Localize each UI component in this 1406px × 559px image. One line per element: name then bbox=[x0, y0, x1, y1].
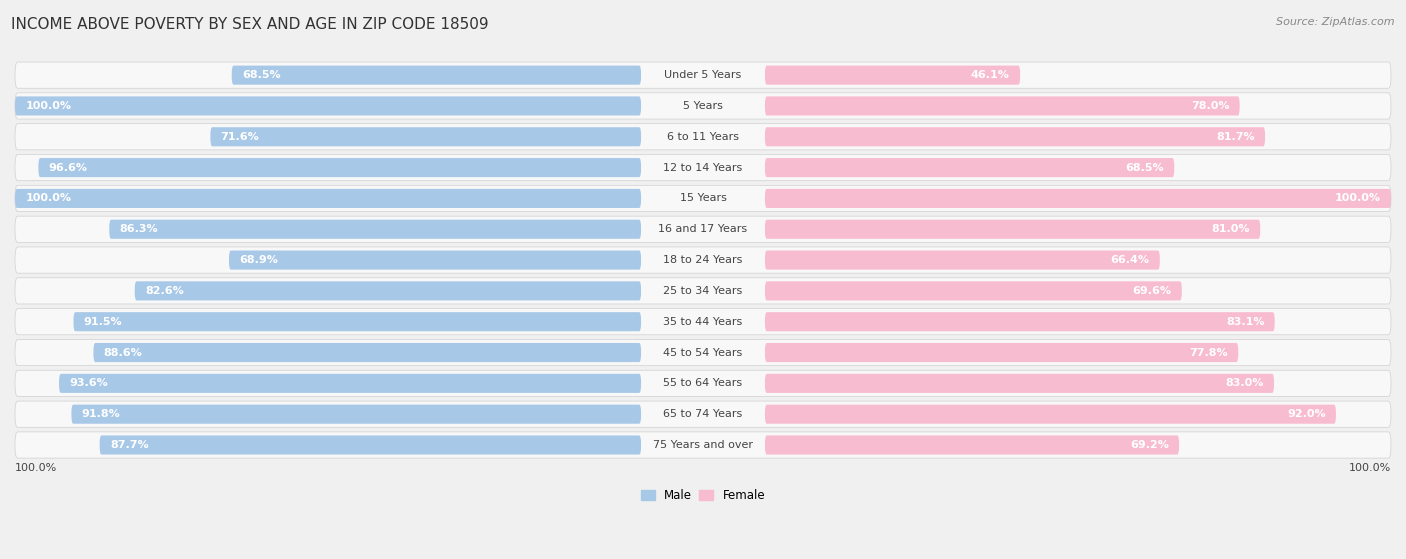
FancyBboxPatch shape bbox=[110, 220, 641, 239]
Text: 45 to 54 Years: 45 to 54 Years bbox=[664, 348, 742, 358]
Text: 100.0%: 100.0% bbox=[15, 463, 58, 473]
Text: 68.5%: 68.5% bbox=[1125, 163, 1164, 173]
Text: 77.8%: 77.8% bbox=[1189, 348, 1227, 358]
FancyBboxPatch shape bbox=[15, 432, 1391, 458]
Text: 93.6%: 93.6% bbox=[69, 378, 108, 389]
Text: 82.6%: 82.6% bbox=[145, 286, 184, 296]
Text: 65 to 74 Years: 65 to 74 Years bbox=[664, 409, 742, 419]
FancyBboxPatch shape bbox=[15, 96, 641, 116]
Text: 35 to 44 Years: 35 to 44 Years bbox=[664, 317, 742, 326]
FancyBboxPatch shape bbox=[15, 186, 1391, 211]
FancyBboxPatch shape bbox=[15, 154, 1391, 181]
FancyBboxPatch shape bbox=[765, 405, 1336, 424]
Text: 91.5%: 91.5% bbox=[84, 317, 122, 326]
FancyBboxPatch shape bbox=[93, 343, 641, 362]
Text: 16 and 17 Years: 16 and 17 Years bbox=[658, 224, 748, 234]
Text: 55 to 64 Years: 55 to 64 Years bbox=[664, 378, 742, 389]
FancyBboxPatch shape bbox=[15, 339, 1391, 366]
Text: 100.0%: 100.0% bbox=[1348, 463, 1391, 473]
Text: 92.0%: 92.0% bbox=[1286, 409, 1326, 419]
Text: 83.1%: 83.1% bbox=[1226, 317, 1264, 326]
FancyBboxPatch shape bbox=[765, 281, 1182, 300]
Text: 6 to 11 Years: 6 to 11 Years bbox=[666, 132, 740, 142]
FancyBboxPatch shape bbox=[100, 435, 641, 454]
FancyBboxPatch shape bbox=[15, 189, 641, 208]
Text: 66.4%: 66.4% bbox=[1111, 255, 1150, 265]
Text: 69.6%: 69.6% bbox=[1132, 286, 1171, 296]
FancyBboxPatch shape bbox=[765, 220, 1260, 239]
FancyBboxPatch shape bbox=[211, 127, 641, 146]
FancyBboxPatch shape bbox=[765, 189, 1391, 208]
Text: 68.5%: 68.5% bbox=[242, 70, 281, 80]
FancyBboxPatch shape bbox=[765, 65, 1021, 84]
Text: 100.0%: 100.0% bbox=[1334, 193, 1381, 203]
FancyBboxPatch shape bbox=[72, 405, 641, 424]
Text: INCOME ABOVE POVERTY BY SEX AND AGE IN ZIP CODE 18509: INCOME ABOVE POVERTY BY SEX AND AGE IN Z… bbox=[11, 17, 489, 32]
FancyBboxPatch shape bbox=[765, 96, 1240, 116]
Text: 15 Years: 15 Years bbox=[679, 193, 727, 203]
FancyBboxPatch shape bbox=[15, 370, 1391, 396]
FancyBboxPatch shape bbox=[15, 309, 1391, 335]
FancyBboxPatch shape bbox=[15, 62, 1391, 88]
Text: 88.6%: 88.6% bbox=[104, 348, 142, 358]
Legend: Male, Female: Male, Female bbox=[636, 484, 770, 506]
Text: 96.6%: 96.6% bbox=[49, 163, 87, 173]
FancyBboxPatch shape bbox=[15, 93, 1391, 119]
FancyBboxPatch shape bbox=[15, 401, 1391, 427]
Text: 81.0%: 81.0% bbox=[1212, 224, 1250, 234]
Text: Under 5 Years: Under 5 Years bbox=[665, 70, 741, 80]
Text: 18 to 24 Years: 18 to 24 Years bbox=[664, 255, 742, 265]
FancyBboxPatch shape bbox=[15, 216, 1391, 243]
Text: 86.3%: 86.3% bbox=[120, 224, 159, 234]
Text: 71.6%: 71.6% bbox=[221, 132, 260, 142]
FancyBboxPatch shape bbox=[765, 312, 1275, 331]
Text: 25 to 34 Years: 25 to 34 Years bbox=[664, 286, 742, 296]
Text: 83.0%: 83.0% bbox=[1226, 378, 1264, 389]
FancyBboxPatch shape bbox=[15, 247, 1391, 273]
FancyBboxPatch shape bbox=[765, 343, 1239, 362]
Text: 81.7%: 81.7% bbox=[1216, 132, 1254, 142]
Text: 87.7%: 87.7% bbox=[110, 440, 149, 450]
FancyBboxPatch shape bbox=[59, 374, 641, 393]
Text: 46.1%: 46.1% bbox=[972, 70, 1010, 80]
FancyBboxPatch shape bbox=[15, 124, 1391, 150]
Text: 12 to 14 Years: 12 to 14 Years bbox=[664, 163, 742, 173]
Text: 91.8%: 91.8% bbox=[82, 409, 121, 419]
Text: 68.9%: 68.9% bbox=[239, 255, 278, 265]
FancyBboxPatch shape bbox=[765, 435, 1180, 454]
FancyBboxPatch shape bbox=[765, 374, 1274, 393]
FancyBboxPatch shape bbox=[38, 158, 641, 177]
Text: Source: ZipAtlas.com: Source: ZipAtlas.com bbox=[1277, 17, 1395, 27]
Text: 100.0%: 100.0% bbox=[25, 193, 72, 203]
FancyBboxPatch shape bbox=[229, 250, 641, 269]
FancyBboxPatch shape bbox=[765, 127, 1265, 146]
Text: 100.0%: 100.0% bbox=[25, 101, 72, 111]
FancyBboxPatch shape bbox=[15, 278, 1391, 304]
Text: 5 Years: 5 Years bbox=[683, 101, 723, 111]
FancyBboxPatch shape bbox=[232, 65, 641, 84]
FancyBboxPatch shape bbox=[73, 312, 641, 331]
Text: 78.0%: 78.0% bbox=[1191, 101, 1229, 111]
FancyBboxPatch shape bbox=[765, 158, 1174, 177]
Text: 69.2%: 69.2% bbox=[1130, 440, 1168, 450]
FancyBboxPatch shape bbox=[135, 281, 641, 300]
FancyBboxPatch shape bbox=[765, 250, 1160, 269]
Text: 75 Years and over: 75 Years and over bbox=[652, 440, 754, 450]
